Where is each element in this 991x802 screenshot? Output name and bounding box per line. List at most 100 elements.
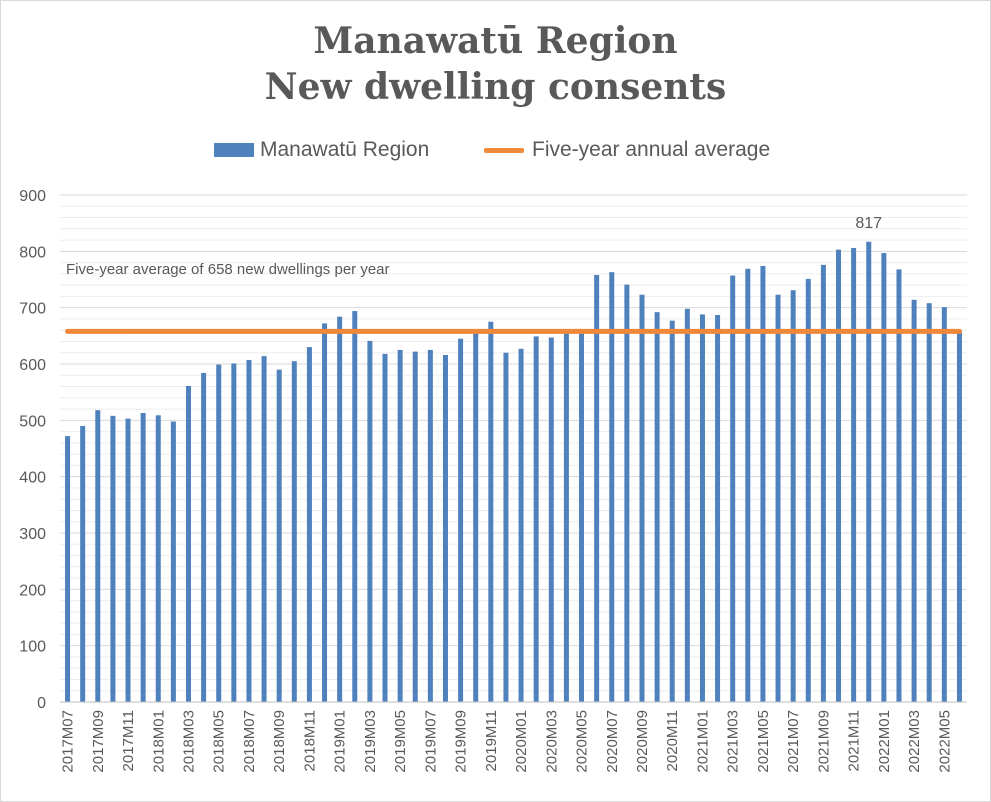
x-tick-label: 2020M01 <box>513 710 530 773</box>
bar <box>473 331 479 702</box>
bar <box>458 338 464 702</box>
bar <box>140 413 146 702</box>
bar <box>654 312 660 702</box>
bar <box>261 356 267 702</box>
legend: Manawatū Region Five-year annual average <box>0 138 991 164</box>
bar <box>306 347 312 702</box>
bar <box>382 353 388 702</box>
bar <box>95 410 101 702</box>
bar <box>805 278 811 702</box>
bar <box>246 360 252 702</box>
y-tick-label: 0 <box>37 695 46 712</box>
bar <box>397 349 403 702</box>
bar <box>185 385 191 702</box>
x-tick-label: 2018M11 <box>301 710 318 771</box>
bar <box>594 274 600 702</box>
bar <box>715 314 721 702</box>
x-tick-label: 2018M09 <box>271 710 288 773</box>
bar <box>65 436 71 702</box>
x-tick-label: 2021M09 <box>815 710 832 773</box>
x-tick-label: 2021M05 <box>755 710 772 773</box>
bar <box>427 349 433 702</box>
bar <box>760 265 766 702</box>
x-tick-label: 2021M01 <box>694 710 711 773</box>
bar <box>669 320 675 702</box>
y-tick-label: 900 <box>19 188 46 205</box>
bar <box>110 415 116 702</box>
x-tick-label: 2022M01 <box>876 710 893 773</box>
bar <box>155 415 161 702</box>
x-tick-label: 2021M11 <box>846 710 863 771</box>
y-tick-label: 500 <box>19 413 46 430</box>
bar <box>291 361 297 702</box>
x-tick-label: 2018M03 <box>180 710 197 773</box>
x-tick-label: 2020M05 <box>574 710 591 773</box>
bar <box>775 294 781 702</box>
x-tick-label: 2020M11 <box>664 710 681 771</box>
chart-title-line-2: New dwelling consents <box>264 66 727 108</box>
y-tick-label: 300 <box>19 526 46 543</box>
bar <box>276 369 282 702</box>
x-tick-label: 2019M11 <box>483 710 500 771</box>
x-tick-label: 2018M01 <box>150 710 167 773</box>
bar <box>609 272 615 702</box>
y-tick-label: 100 <box>19 639 46 656</box>
x-tick-label: 2017M11 <box>120 710 137 771</box>
x-tick-label: 2018M05 <box>211 710 228 773</box>
x-tick-label: 2020M07 <box>604 710 621 773</box>
bar <box>624 284 630 702</box>
x-tick-label: 2020M03 <box>543 710 560 773</box>
x-tick-label: 2019M01 <box>332 710 349 773</box>
bar <box>820 264 826 702</box>
x-tick-label: 2020M09 <box>634 710 651 773</box>
bar <box>896 269 902 702</box>
bar <box>579 331 585 702</box>
bar <box>836 249 842 703</box>
bar <box>956 331 962 702</box>
bar <box>533 336 539 702</box>
y-tick-label: 800 <box>19 244 46 261</box>
bar <box>639 294 645 702</box>
chart-title-line-1: Manawatū Region <box>313 20 678 62</box>
bar <box>80 425 86 702</box>
bar <box>170 421 176 702</box>
legend-item-line: Five-year annual average <box>484 138 770 162</box>
y-tick-label: 400 <box>19 470 46 487</box>
bar <box>442 354 448 702</box>
x-tick-label: 2019M07 <box>422 710 439 773</box>
bar <box>730 275 736 702</box>
legend-swatch-line <box>484 147 524 153</box>
bar <box>881 253 887 703</box>
x-tick-label: 2019M03 <box>362 710 379 773</box>
x-tick-label: 2017M07 <box>60 710 77 773</box>
bar <box>684 308 690 702</box>
bar <box>367 340 373 702</box>
bar <box>216 364 222 702</box>
legend-item-bars: Manawatū Region <box>214 138 429 162</box>
annotation-text: Five-year average of 658 new dwellings p… <box>66 261 390 278</box>
x-tick-label: 2021M07 <box>785 710 802 773</box>
x-tick-label: 2018M07 <box>241 710 258 773</box>
bar <box>518 348 524 702</box>
bar <box>503 352 509 702</box>
bar <box>548 337 554 702</box>
bar <box>926 303 932 702</box>
bar <box>337 316 343 702</box>
x-tick-label: 2021M03 <box>725 710 742 773</box>
x-tick-label: 2017M09 <box>90 710 107 773</box>
bar <box>322 323 328 702</box>
bar <box>866 241 872 703</box>
bar <box>125 418 131 702</box>
bar <box>790 290 796 702</box>
x-tick-label: 2019M05 <box>392 710 409 773</box>
chart-title: Manawatū Region New dwelling consents <box>0 18 991 110</box>
x-tick-label: 2022M03 <box>906 710 923 773</box>
bar <box>911 299 917 702</box>
bar <box>231 363 237 702</box>
y-tick-label: 600 <box>19 357 46 374</box>
bar <box>699 314 705 702</box>
bar <box>201 373 207 702</box>
x-tick-label: 2022M05 <box>936 710 953 773</box>
bar <box>412 351 418 702</box>
